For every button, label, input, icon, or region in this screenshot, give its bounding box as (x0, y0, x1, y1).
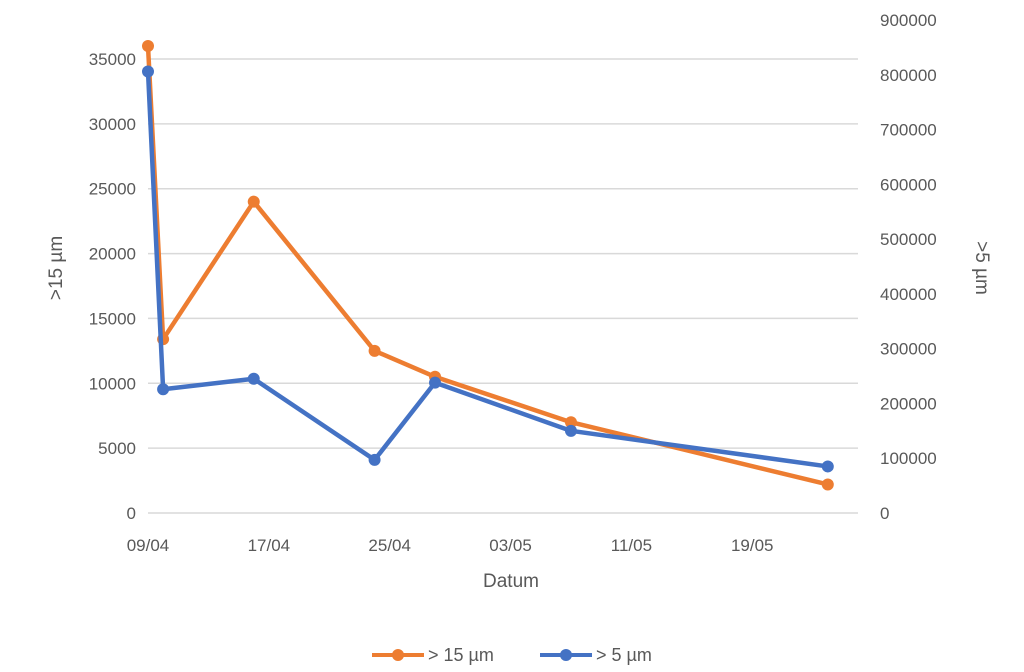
data-point (564, 424, 577, 437)
x-tick-label: 19/05 (731, 536, 774, 555)
left-y-tick-label: 20000 (89, 245, 136, 264)
series-line-0 (145, 43, 831, 487)
x-axis-title: Datum (483, 571, 539, 592)
right-y-tick-label: 500000 (880, 230, 937, 249)
data-point (142, 65, 154, 78)
data-point (821, 460, 834, 473)
data-point (247, 372, 260, 385)
left-axis-tick-labels: 0 5000 10000 15000 20000 25000 30000 35000 (89, 50, 136, 523)
right-y-tick-label: 800000 (880, 66, 937, 85)
gridlines (148, 58, 858, 449)
left-y-tick-label: 5000 (98, 439, 136, 458)
data-point (821, 478, 834, 491)
series-line-1 (145, 69, 831, 469)
left-y-tick-label: 30000 (89, 115, 136, 134)
x-tick-label: 17/04 (248, 536, 291, 555)
legend: > 15 µm > 5 µm (372, 645, 652, 665)
data-point (564, 416, 577, 429)
x-tick-label: 11/05 (611, 536, 652, 555)
right-y-tick-label: 600000 (880, 175, 937, 194)
data-point (247, 195, 260, 208)
data-point (157, 383, 170, 396)
legend-label-15um: > 15 µm (428, 645, 494, 665)
right-y-tick-label: 900000 (880, 11, 937, 30)
data-point (368, 453, 381, 466)
right-y-tick-label: 200000 (880, 394, 937, 413)
secondary-y-axis-title: >5 µm (971, 241, 992, 295)
legend-label-5um: > 5 µm (596, 645, 652, 665)
left-y-tick-label: 10000 (89, 374, 136, 393)
data-point (142, 40, 154, 53)
x-tick-label: 03/05 (489, 536, 532, 555)
right-y-tick-label: 700000 (880, 121, 937, 140)
x-tick-label: 25/04 (368, 536, 411, 555)
series-layer (142, 40, 834, 491)
left-y-tick-label: 25000 (89, 180, 136, 199)
left-y-tick-label: 15000 (89, 309, 136, 328)
right-y-tick-label: 0 (880, 504, 889, 523)
right-axis-tick-labels: 0 100000 200000 300000 400000 500000 600000 700… (880, 11, 937, 523)
right-y-tick-label: 300000 (880, 340, 937, 359)
x-tick-label: 09/04 (127, 536, 170, 555)
right-y-tick-label: 100000 (880, 449, 937, 468)
data-point (429, 376, 442, 389)
data-point (368, 344, 381, 357)
left-y-tick-label: 0 (127, 504, 136, 523)
right-y-tick-label: 400000 (880, 285, 937, 304)
legend-marker-dot-5um (560, 649, 572, 661)
left-y-tick-label: 35000 (89, 50, 136, 69)
x-axis-tick-labels: 09/04 17/04 25/04 03/05 11/05 19/05 (127, 536, 774, 555)
legend-marker-dot-15um (392, 649, 404, 661)
y-axis-title: >15 µm (46, 236, 67, 300)
